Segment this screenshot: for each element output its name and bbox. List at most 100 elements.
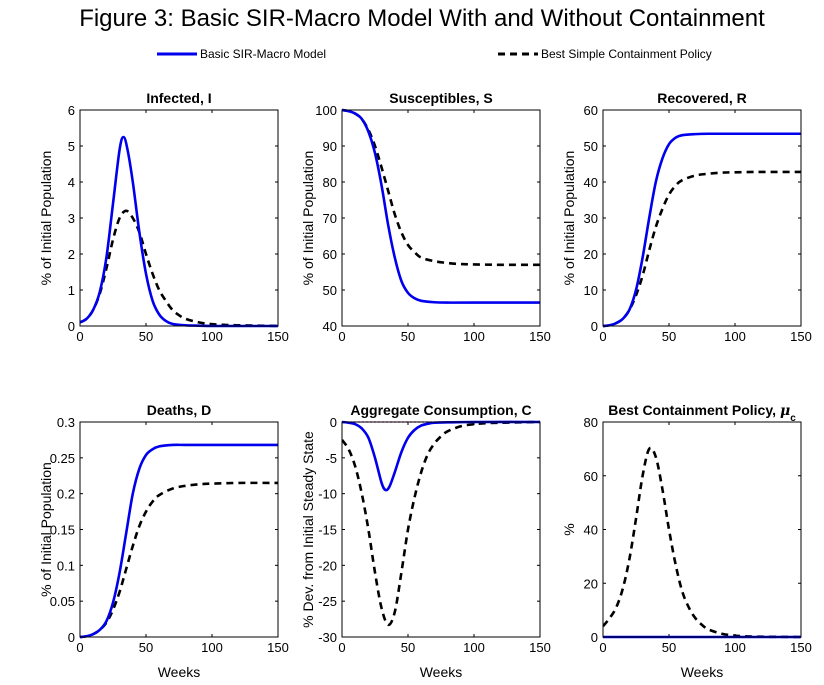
y-tick-label: 40 — [584, 175, 598, 190]
x-tick-label: 100 — [724, 640, 746, 655]
x-tick-label: 0 — [599, 329, 606, 344]
x-tick-label: 150 — [790, 329, 812, 344]
y-tick-label: 40 — [584, 523, 598, 538]
series-line-best-simple-containment-policy — [603, 170, 801, 328]
y-tick-label: 0.3 — [57, 415, 75, 430]
x-tick-label: 50 — [662, 640, 676, 655]
x-tick-label: 150 — [267, 329, 289, 344]
y-tick-label: 60 — [584, 103, 598, 118]
panel-5: Aggregate Consumption, C 0 50 100 150 -30 -25 -… — [300, 402, 551, 680]
series-line-basic-sir-macro-model — [80, 443, 278, 639]
y-tick-label: 20 — [584, 247, 598, 262]
x-tick-label: 150 — [267, 640, 289, 655]
y-tick-label: 50 — [584, 139, 598, 154]
x-tick-label: 150 — [529, 329, 551, 344]
x-tick-label: 0 — [599, 640, 606, 655]
y-tick-label: 6 — [68, 103, 75, 118]
legend: Basic SIR-Macro Model Best Simple Contai… — [157, 47, 712, 61]
plot-frame — [602, 109, 802, 327]
x-tick-label: 150 — [790, 640, 812, 655]
panel-title: Recovered, R — [657, 90, 746, 106]
panel-2: Susceptibles, S 0 50 100 150 40 50 60 70 80 90 100%… — [300, 90, 551, 344]
x-tick-label: 100 — [463, 329, 485, 344]
plot-frame — [79, 109, 279, 327]
y-axis-label: % of Initial Population — [561, 151, 577, 286]
series-line-basic-sir-macro-model — [80, 135, 278, 328]
panel-1: Infected, I 0 50 100 150 0 1 2 3 4 5 6 % of Initial … — [38, 90, 289, 344]
y-tick-label: 0 — [591, 630, 598, 645]
y-tick-label: 3 — [68, 211, 75, 226]
y-tick-label: -5 — [325, 451, 337, 466]
x-tick-label: 100 — [463, 640, 485, 655]
x-tick-label: 0 — [338, 329, 345, 344]
y-tick-label: 10 — [584, 283, 598, 298]
panel-title: Aggregate Consumption, C — [350, 402, 531, 418]
plot-frame — [79, 421, 279, 638]
y-tick-label: -15 — [318, 523, 337, 538]
y-tick-label: 0.1 — [57, 558, 75, 573]
y-axis-label: % Dev. from Initial Steady State — [300, 431, 316, 628]
panel-title: Deaths, D — [147, 402, 212, 418]
x-tick-label: 100 — [201, 640, 223, 655]
panel-title: Infected, I — [146, 90, 211, 106]
x-axis-label: Weeks — [158, 664, 201, 680]
y-tick-label: 2 — [68, 247, 75, 262]
y-tick-label: 50 — [323, 283, 337, 298]
y-tick-label: 0.15 — [50, 523, 75, 538]
y-tick-label: 30 — [584, 211, 598, 226]
x-tick-label: 0 — [338, 640, 345, 655]
x-tick-label: 100 — [724, 329, 746, 344]
y-axis-label: % of Initial Population — [38, 462, 54, 597]
panel-title: Best Containment Policy, μc — [608, 402, 796, 424]
panel-6: Best Containment Policy, μc 0 50 100 150 0 20 40… — [561, 402, 812, 680]
y-axis-label: % of Initial Population — [300, 151, 316, 286]
y-tick-label: 4 — [68, 175, 75, 190]
series-line-basic-sir-macro-model — [342, 108, 540, 304]
plot-frame — [341, 421, 541, 638]
x-tick-label: 50 — [401, 329, 415, 344]
panel-title: Susceptibles, S — [389, 90, 492, 106]
y-tick-label: 40 — [323, 319, 337, 334]
y-tick-label: -25 — [318, 594, 337, 609]
y-tick-label: -30 — [318, 630, 337, 645]
series-line-best-simple-containment-policy — [603, 446, 801, 639]
y-tick-label: 0 — [68, 319, 75, 334]
x-tick-label: 100 — [201, 329, 223, 344]
series-line-best-simple-containment-policy — [342, 420, 540, 627]
y-tick-label: 5 — [68, 139, 75, 154]
x-tick-label: 0 — [76, 640, 83, 655]
y-tick-label: -10 — [318, 487, 337, 502]
legend-label-basic: Basic SIR-Macro Model — [200, 47, 326, 61]
y-tick-label: 60 — [323, 247, 337, 262]
series-line-basic-sir-macro-model — [342, 420, 540, 492]
x-tick-label: 0 — [76, 329, 83, 344]
y-tick-label: 0 — [68, 630, 75, 645]
title-subscript: c — [790, 413, 796, 424]
x-tick-label: 150 — [529, 640, 551, 655]
legend-label-containment: Best Simple Containment Policy — [541, 47, 712, 61]
y-tick-label: -20 — [318, 558, 337, 573]
panel-3: Recovered, R 0 50 100 150 0 10 20 30 40 50 60 % of I… — [561, 90, 812, 344]
plot-frame — [602, 421, 802, 638]
y-tick-label: 0.05 — [50, 594, 75, 609]
x-tick-label: 50 — [401, 640, 415, 655]
y-tick-label: 0.2 — [57, 487, 75, 502]
y-tick-label: 60 — [584, 469, 598, 484]
y-tick-label: 0.25 — [50, 451, 75, 466]
y-tick-label: 90 — [323, 139, 337, 154]
plot-frame — [341, 109, 541, 327]
y-axis-label: % — [561, 523, 577, 535]
title-symbol: μ — [780, 403, 790, 419]
y-axis-label: % of Initial Population — [38, 151, 54, 286]
y-tick-label: 0 — [330, 415, 337, 430]
series-line-best-simple-containment-policy — [80, 481, 278, 639]
series-line-basic-sir-macro-model — [603, 132, 801, 328]
panel-4: Deaths, D 0 50 100 150 0 0.05 0.1 0.15 0.2 0.25 0.3… — [38, 402, 289, 680]
x-axis-label: Weeks — [681, 664, 724, 680]
y-tick-label: 1 — [68, 283, 75, 298]
y-tick-label: 100 — [315, 103, 337, 118]
x-tick-label: 50 — [139, 329, 153, 344]
x-axis-label: Weeks — [420, 664, 463, 680]
